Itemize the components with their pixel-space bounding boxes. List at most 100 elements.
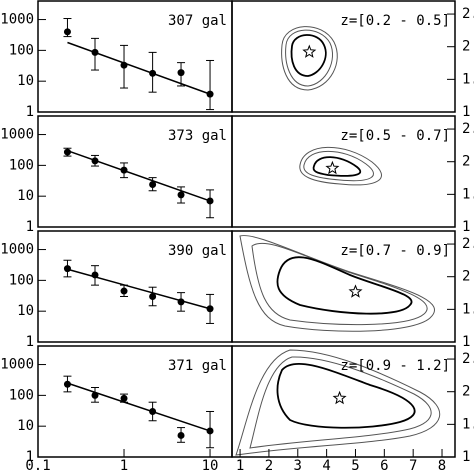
x-tick-label: 1 <box>236 458 244 474</box>
annotation: z=[0.2 - 0.5] <box>340 13 450 29</box>
data-point <box>149 407 157 415</box>
annotation: z=[0.7 - 0.9] <box>340 243 450 259</box>
contour <box>281 26 338 91</box>
fit-line <box>67 268 211 310</box>
y-tick-label: 100 <box>9 272 34 288</box>
y2-tick-label: 2 <box>462 154 470 170</box>
y2-tick-label: 2.5 <box>462 6 474 22</box>
data-point <box>91 391 99 399</box>
panel-frame <box>231 0 456 113</box>
y-tick-label: 10 <box>17 303 34 319</box>
panel-frame <box>231 345 456 458</box>
data-point <box>206 197 214 205</box>
best-fit-star <box>325 160 340 175</box>
data-point <box>63 380 71 388</box>
y2-tick-label: 2.5 <box>462 351 474 367</box>
data-point <box>149 292 157 300</box>
y-tick-label: 100 <box>9 387 34 403</box>
y2-tick-label: 2 <box>462 39 470 55</box>
best-fit-star <box>348 284 363 298</box>
data-point <box>177 431 185 439</box>
x-tick-label: 3 <box>294 458 302 474</box>
data-point <box>120 166 128 174</box>
data-point <box>149 69 157 77</box>
x-tick-label: 10 <box>202 458 219 474</box>
data-point <box>120 61 128 69</box>
data-point <box>120 287 128 295</box>
contour <box>276 362 416 429</box>
y2-tick-label: 1.5 <box>462 301 474 317</box>
fit-line <box>67 149 211 202</box>
contour <box>235 349 441 456</box>
contour <box>299 146 382 186</box>
contour <box>249 356 432 449</box>
y-tick-label: 1 <box>26 449 34 465</box>
y-tick-label: 1000 <box>0 127 34 143</box>
x-tick-label: 5 <box>351 458 359 474</box>
contour <box>290 34 327 77</box>
y2-tick-label: 1.5 <box>462 71 474 87</box>
fit-line <box>67 41 211 95</box>
best-fit-star <box>302 44 317 58</box>
y2-tick-label: 1 <box>462 104 470 120</box>
data-point <box>91 157 99 165</box>
y-tick-label: 100 <box>9 42 34 58</box>
contour <box>312 156 362 177</box>
data-point <box>177 191 185 199</box>
contours <box>235 26 441 456</box>
y2-tick-label: 2.5 <box>462 121 474 137</box>
contour <box>285 29 333 87</box>
annotation: 307 gal <box>168 13 227 29</box>
y-tick-label: 10 <box>17 418 34 434</box>
annotation: 371 gal <box>168 358 227 374</box>
y-tick-label: 1000 <box>0 242 34 258</box>
x-tick-label: 4 <box>322 458 330 474</box>
data-point <box>91 271 99 279</box>
y2-tick-label: 2 <box>462 384 470 400</box>
data-point <box>120 394 128 402</box>
best-fit-star <box>332 390 347 405</box>
contour <box>276 256 413 315</box>
y2-tick-label: 2.5 <box>462 236 474 252</box>
annotation: z=[0.9 - 1.2] <box>340 358 450 374</box>
x-tick-label: 0.1 <box>25 458 50 474</box>
data-point <box>149 180 157 188</box>
y2-tick-label: 1 <box>462 449 470 465</box>
data-point <box>177 69 185 77</box>
y-tick-label: 100 <box>9 157 34 173</box>
annotation: 390 gal <box>168 243 227 259</box>
x-tick-label: 1 <box>120 458 128 474</box>
data-point <box>63 265 71 273</box>
data-point <box>63 28 71 36</box>
panel-frame <box>231 230 456 343</box>
annotation: z=[0.5 - 0.7] <box>340 128 450 144</box>
y-tick-label: 10 <box>17 188 34 204</box>
annotation: 373 gal <box>168 128 227 144</box>
y2-tick-label: 1 <box>462 334 470 350</box>
y-tick-label: 1 <box>26 104 34 120</box>
x-tick-label: 2 <box>265 458 273 474</box>
data-point <box>206 427 214 435</box>
data-point <box>177 298 185 306</box>
x-tick-label: 8 <box>438 458 446 474</box>
x-tick-label: 6 <box>380 458 388 474</box>
y-tick-label: 10 <box>17 73 34 89</box>
y-tick-label: 1000 <box>0 12 34 28</box>
fit-line <box>67 382 211 432</box>
y-tick-label: 1 <box>26 334 34 350</box>
contour <box>251 242 428 326</box>
y-tick-label: 1 <box>26 219 34 235</box>
contour <box>303 150 374 182</box>
y2-tick-label: 1.5 <box>462 416 474 432</box>
y-tick-label: 1000 <box>0 357 34 373</box>
data-point <box>63 148 71 156</box>
data-point <box>206 305 214 313</box>
y2-tick-label: 1.5 <box>462 186 474 202</box>
y2-tick-label: 2 <box>462 269 470 285</box>
x-tick-label: 7 <box>409 458 417 474</box>
data-point <box>206 90 214 98</box>
panel-frame <box>231 115 456 228</box>
data-point <box>91 48 99 56</box>
